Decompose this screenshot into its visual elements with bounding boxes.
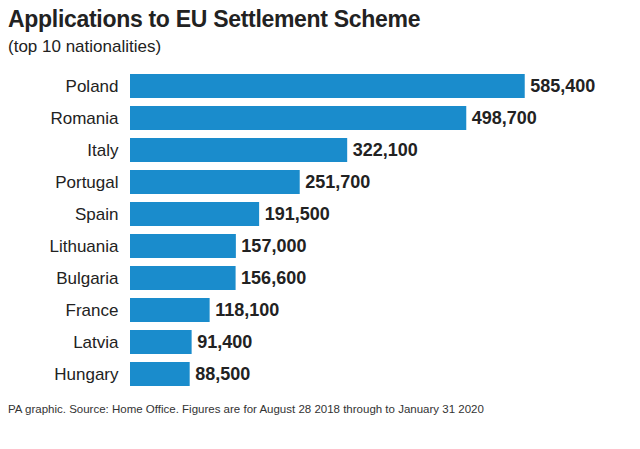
html-text:Applications to EU Settlement: Applications to EU Settlement Scheme [8, 6, 421, 32]
svg-text:Spain: Spain [75, 205, 118, 224]
svg-text:France: France [66, 301, 119, 320]
svg-text:498,700: 498,700 [472, 108, 537, 128]
svg-text:Latvia: Latvia [73, 333, 119, 352]
svg-text:Italy: Italy [87, 141, 119, 160]
html-text:(top 10 nationalities): (top 10 nationalities) [8, 37, 162, 56]
svg-text:157,000: 157,000 [241, 236, 306, 256]
svg-text:Poland: Poland [66, 77, 119, 96]
svg-text:88,500: 88,500 [195, 364, 250, 384]
svg-text:251,700: 251,700 [305, 172, 370, 192]
svg-text:118,100: 118,100 [215, 300, 279, 320]
svg-text:Portugal: Portugal [55, 173, 118, 192]
svg-text:Bulgaria: Bulgaria [56, 269, 119, 288]
svg-text:Romania: Romania [50, 109, 119, 128]
svg-text:156,600: 156,600 [241, 268, 306, 288]
svg-text:Hungary: Hungary [54, 365, 119, 384]
svg-text:585,400: 585,400 [530, 76, 595, 96]
html-text:PA graphic. Source: Home Offic: PA graphic. Source: Home Office. Figures… [8, 403, 484, 415]
svg-text:91,400: 91,400 [197, 332, 252, 352]
svg-text:322,100: 322,100 [353, 140, 418, 160]
svg-text:Lithuania: Lithuania [49, 237, 119, 256]
svg-text:191,500: 191,500 [265, 204, 330, 224]
